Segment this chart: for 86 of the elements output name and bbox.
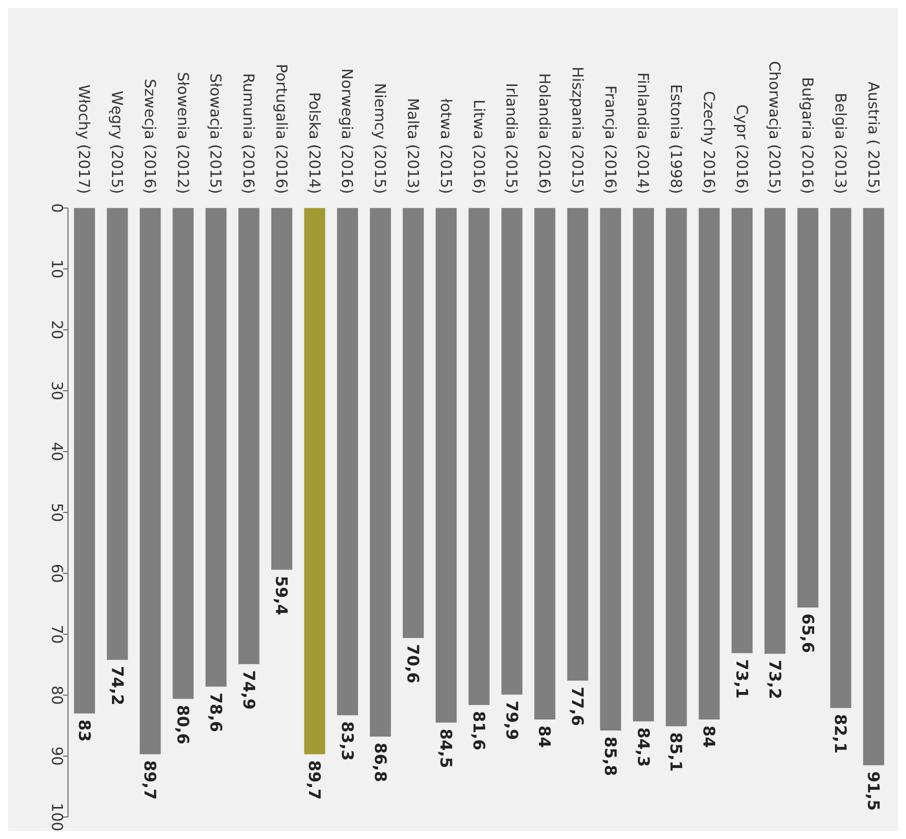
x-tick-label: Norwegia (2016) <box>338 68 356 194</box>
bar <box>402 208 424 638</box>
data-label: 73,1 <box>732 659 752 699</box>
data-label: 89,7 <box>140 760 160 800</box>
y-tick-label: 100 <box>48 802 66 832</box>
data-label: 59,4 <box>272 576 292 616</box>
x-tick-label: Belgia (2013) <box>831 92 850 194</box>
data-label: 82,1 <box>831 714 850 754</box>
x-tick-label: Irlandia (2015) <box>502 83 521 194</box>
x-tick-label: Malta (2013) <box>404 98 422 194</box>
data-label: 70,6 <box>404 644 423 684</box>
bar <box>732 208 753 654</box>
bar <box>501 208 522 695</box>
data-label: 85,8 <box>600 736 620 776</box>
data-label: 74,9 <box>239 670 258 710</box>
y-tick-label: 50 <box>48 502 66 522</box>
x-tick-label: Hiszpania (2015) <box>568 66 586 194</box>
bar <box>797 208 818 608</box>
x-tick-label: Bułgaria (2016) <box>798 77 817 194</box>
y-tick-label: 80 <box>48 686 66 705</box>
x-tick-label: Cypr (2016) <box>732 104 751 194</box>
data-label: 84 <box>535 726 554 748</box>
x-tick-label: Finlandia (2014) <box>634 72 652 194</box>
x-tick-label: Czechy 2016) <box>700 90 718 194</box>
x-tick-label: Szwecja (2016) <box>140 78 159 194</box>
data-label: 84,3 <box>634 727 653 767</box>
data-label: 84,5 <box>436 728 456 768</box>
x-tick-label: Chorwacja (2015) <box>766 60 784 194</box>
x-tick-label: Rumunia (2016) <box>240 73 258 194</box>
bar <box>468 208 490 705</box>
bar <box>206 208 227 687</box>
y-tick-label: 60 <box>48 564 66 583</box>
bar <box>567 208 588 681</box>
data-label: 84 <box>700 726 719 748</box>
data-label: 89,7 <box>305 760 324 800</box>
data-label: 65,6 <box>798 614 818 653</box>
bar <box>698 208 720 720</box>
x-tick-label: Estonia (1998) <box>667 84 686 194</box>
bar <box>370 208 391 737</box>
data-label: 83 <box>74 719 94 742</box>
x-tick-label: łotwa (2015) <box>436 98 455 194</box>
y-tick-label: 0 <box>48 203 66 213</box>
bar <box>140 208 161 754</box>
data-label: 86,8 <box>370 742 390 782</box>
data-label: 91,5 <box>864 771 884 811</box>
bar <box>534 208 556 720</box>
data-label: 83,3 <box>338 721 357 761</box>
y-tick-label: 40 <box>48 442 66 462</box>
y-tick-label: 20 <box>48 320 66 340</box>
y-tick-label: 30 <box>48 381 66 400</box>
bar <box>600 208 622 731</box>
x-tick-label: Francja (2016) <box>601 85 620 194</box>
y-tick-label: 70 <box>48 624 66 644</box>
bar <box>632 208 654 722</box>
bar <box>764 208 786 654</box>
y-tick-label: 10 <box>48 259 66 278</box>
bar <box>863 208 884 766</box>
data-label: 81,6 <box>469 710 488 750</box>
x-tick-label: Węgry (2015) <box>108 90 126 194</box>
x-tick-label: Włochy (2017) <box>75 84 94 194</box>
x-tick-label: Słowenia (2012) <box>174 72 192 194</box>
x-tick-label: Polska (2014) <box>305 92 324 194</box>
data-label: 77,6 <box>568 686 588 726</box>
data-label: 74,2 <box>108 666 127 706</box>
data-label: 79,9 <box>502 700 522 740</box>
x-tick-label: Portugalia (2016) <box>272 64 290 194</box>
data-label: 73,2 <box>765 660 784 700</box>
x-tick-label: Niemcy (2015) <box>371 83 390 194</box>
x-tick-label: Austria ( 2015) <box>864 82 882 194</box>
bar <box>271 208 292 570</box>
data-label: 78,6 <box>206 692 226 732</box>
bar <box>238 208 260 664</box>
bar <box>666 208 687 726</box>
bar <box>304 208 326 754</box>
data-label: 80,6 <box>174 704 193 744</box>
x-tick-label: Słowacja (2015) <box>206 73 225 194</box>
y-tick-label: 90 <box>48 746 66 766</box>
bar <box>436 208 457 723</box>
bar <box>337 208 358 716</box>
bar <box>830 208 852 708</box>
data-label: 85,1 <box>666 732 686 772</box>
bar <box>172 208 194 699</box>
x-tick-label: Holandia (2016) <box>536 73 554 194</box>
bar <box>106 208 128 660</box>
x-tick-label: Litwa (2016) <box>470 99 488 194</box>
bar <box>74 208 95 714</box>
